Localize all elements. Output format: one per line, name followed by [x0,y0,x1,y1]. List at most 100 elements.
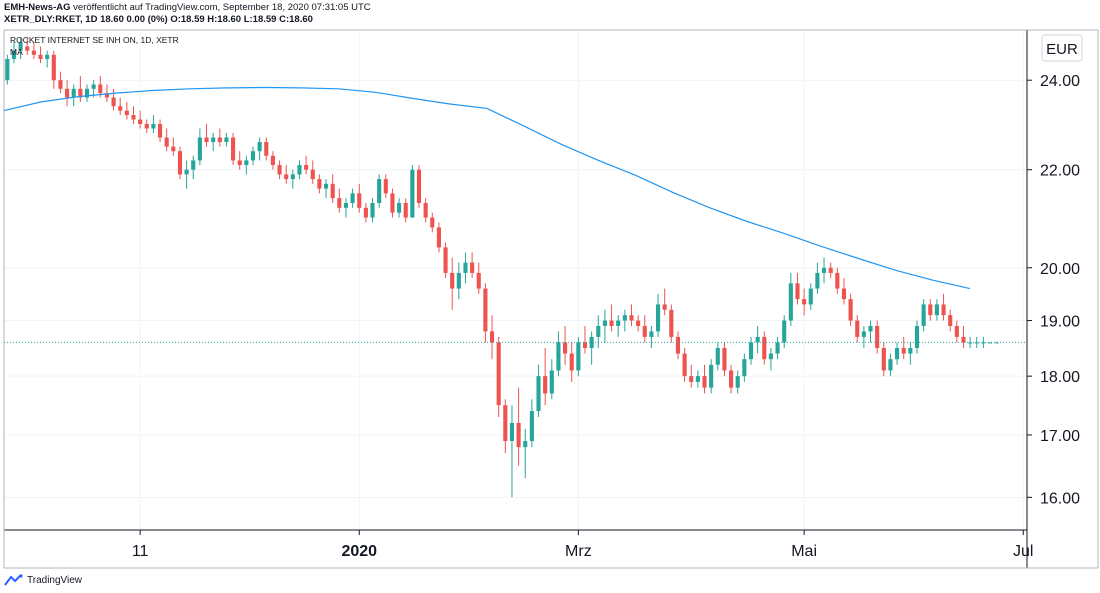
candle-body [948,315,953,326]
candle [655,293,661,337]
candle-body [808,288,813,305]
candle [722,342,727,377]
candle [118,97,123,116]
candle-body [91,84,96,89]
candle-body [197,137,202,161]
candle [304,155,309,175]
candle-body [84,88,90,98]
candle [350,188,355,208]
symbol-ohlc-line: XETR_DLY:RKET, 1D 18.60 0.00 (0%) O:18.5… [4,14,313,25]
candle [948,309,953,332]
candle [901,336,906,360]
candle-body [350,193,355,203]
candle [569,342,574,382]
candle-body [71,88,76,98]
candle-body [928,304,933,316]
candle-body [430,217,435,228]
candle [582,325,588,354]
candle-body [895,347,900,360]
candle-body [78,88,83,98]
candle-body [416,169,422,203]
candle [709,359,714,394]
candle [277,160,282,180]
x-tick-label: 11 [132,543,149,560]
candle [841,278,847,305]
publish-info: EMH-News-AG veröffentlicht auf TradingVi… [4,2,371,13]
candle-body [436,227,441,248]
candle [250,146,256,166]
candle [775,336,780,360]
candle-body [649,331,654,337]
y-tick-label: 22.00 [1040,163,1080,180]
candle-body [529,411,534,442]
candle-body [954,325,959,337]
candle [576,336,581,377]
candle-body [450,272,455,289]
candle-body [58,80,63,89]
candle [111,88,116,111]
y-tick-label: 16.00 [1040,490,1080,507]
candle [38,46,43,64]
candle-body [390,193,395,213]
candle [390,188,395,218]
candle-body [290,174,295,180]
candle-body [941,304,946,316]
ma-line [3,86,971,290]
candle-body [516,422,521,448]
candle-body [709,364,714,388]
candle-body [118,106,123,111]
candle-body [609,320,614,326]
candle [164,128,169,152]
candle-body [323,183,329,189]
candle [171,137,176,156]
candle-body [38,54,43,59]
candle [516,387,521,466]
candle [290,169,295,189]
candle [104,84,109,102]
candle [470,252,475,279]
candle-body [655,304,661,332]
candle [881,342,886,377]
candle [237,151,242,170]
publish-details: veröffentlicht auf TradingView.com, Sept… [70,2,371,13]
candle [636,315,641,332]
candle-body [111,97,116,107]
candle [297,160,302,180]
candle [51,50,56,89]
candle [58,71,63,94]
candle [928,299,933,321]
candle-body [184,169,189,175]
x-tick-label: Mrz [565,543,592,560]
candle-body [536,376,541,412]
candle [563,325,568,365]
candle-body [330,183,335,199]
candle-body [403,202,408,218]
candle-body [695,376,700,382]
candle [629,304,634,326]
candle [231,132,236,166]
candle [443,242,448,279]
tradingview-logo[interactable]: TradingView [4,574,82,586]
candle [589,331,594,365]
candle [357,183,362,213]
candle [363,202,368,223]
candle [821,257,827,284]
candle [25,38,30,55]
candle-body [642,325,647,337]
candle-body [383,179,388,194]
candle-body [768,353,773,360]
candle [536,364,541,417]
candle-body [543,376,548,394]
candle [483,283,488,343]
grid [4,30,1027,530]
candle-body [815,272,820,289]
currency-box[interactable]: EUR [1041,34,1083,62]
candle-body [25,46,30,51]
candle [456,262,461,300]
candle-body [901,347,906,354]
legend-indicator[interactable]: MA [10,47,23,57]
candle-body [277,165,282,175]
candle [370,198,375,223]
candle [463,252,468,284]
